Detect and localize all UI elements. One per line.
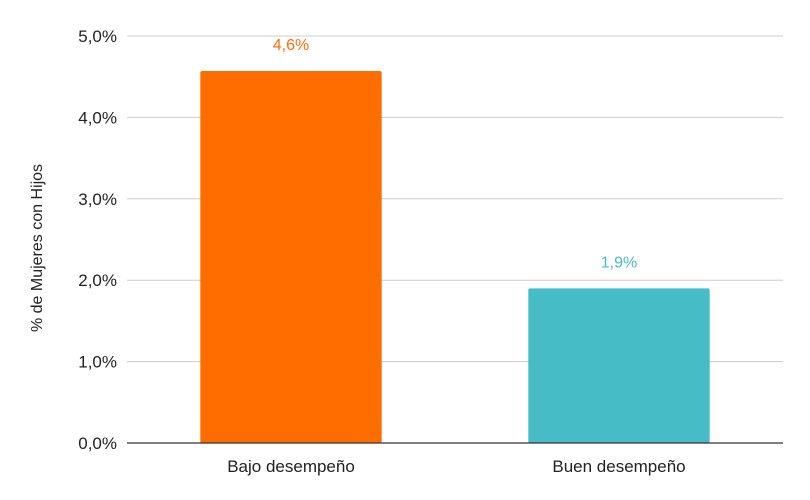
- y-tick-label: 0,0%: [78, 434, 117, 453]
- bar-2: [528, 288, 710, 443]
- y-axis-title: % de Mujeres con Hijos: [29, 164, 46, 332]
- data-labels: 4,6% 1,9%: [273, 37, 637, 271]
- y-tick-label: 5,0%: [78, 27, 117, 46]
- data-label-2: 1,9%: [601, 254, 637, 271]
- x-tick-label: Buen desempeño: [552, 457, 685, 476]
- y-axis-tick-labels: 0,0% 1,0% 2,0% 3,0% 4,0% 5,0%: [78, 27, 117, 453]
- y-tick-label: 1,0%: [78, 353, 117, 372]
- y-tick-label: 4,0%: [78, 108, 117, 127]
- data-label-1: 4,6%: [273, 37, 309, 54]
- bars: [200, 71, 710, 443]
- y-tick-label: 2,0%: [78, 271, 117, 290]
- x-tick-label: Bajo desempeño: [227, 457, 355, 476]
- x-axis-tick-labels: Bajo desempeño Buen desempeño: [227, 457, 685, 476]
- y-tick-label: 3,0%: [78, 190, 117, 209]
- bar-1: [200, 71, 382, 443]
